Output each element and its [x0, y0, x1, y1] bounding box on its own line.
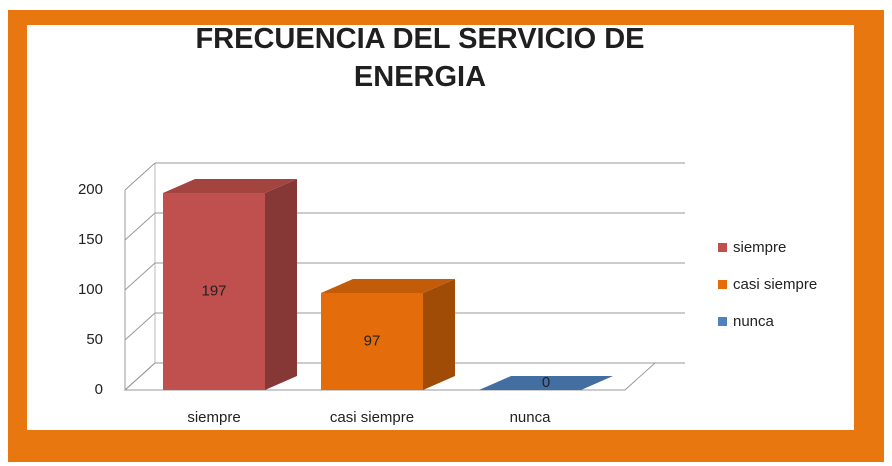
grid-line [124, 312, 156, 341]
bar-top [163, 179, 297, 193]
bar [163, 179, 297, 390]
legend-label: casi siempre [733, 276, 817, 293]
y-tick-label: 100 [78, 281, 103, 298]
legend-swatch [718, 280, 727, 289]
grid-line [124, 162, 156, 191]
y-tick-label: 50 [86, 331, 103, 348]
x-tick-label: nunca [510, 409, 552, 426]
grid-line [124, 212, 156, 241]
legend-swatch [718, 243, 727, 252]
bar [321, 279, 455, 390]
legend-swatch [718, 317, 727, 326]
y-tick-label: 200 [78, 181, 103, 198]
bar-top [321, 279, 455, 293]
legend-label: siempre [733, 239, 786, 256]
chart-title: FRECUENCIA DEL SERVICIO DE ENERGIA [195, 23, 645, 93]
y-tick-label: 150 [78, 231, 103, 248]
grid-line [124, 362, 156, 391]
x-tick-label: siempre [187, 409, 240, 426]
bar-side [423, 279, 455, 390]
value-label: 97 [364, 332, 381, 349]
value-label: 0 [542, 374, 550, 391]
legend-label: nunca [733, 313, 775, 330]
bar-top [479, 376, 613, 390]
bar-front [321, 293, 423, 390]
grid-line [124, 262, 156, 291]
bar-side [265, 179, 297, 390]
value-label: 197 [201, 282, 226, 299]
bar-front [163, 193, 265, 390]
x-tick-label: casi siempre [330, 409, 414, 426]
bar [479, 376, 613, 390]
y-tick-label: 0 [95, 381, 103, 398]
